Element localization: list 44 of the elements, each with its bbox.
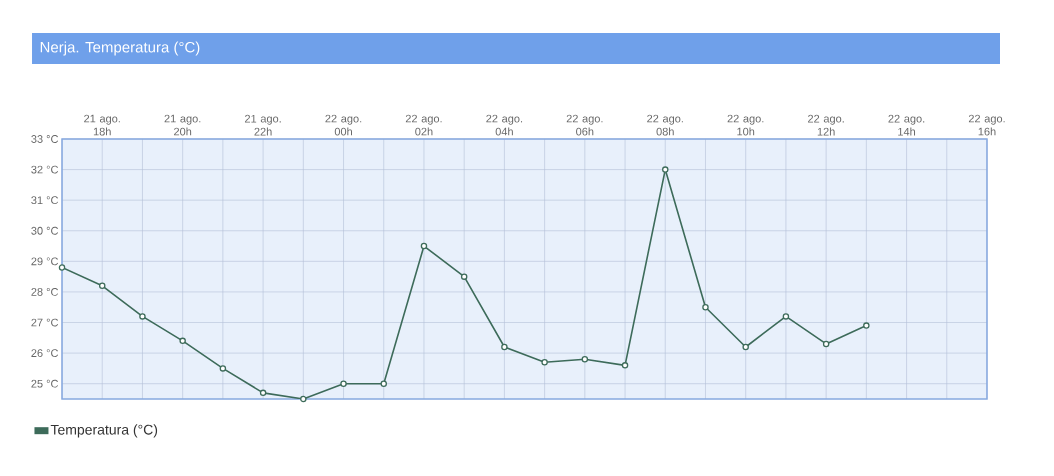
point [58, 264, 66, 271]
legend-label: Temperatura (°C) [50, 424, 158, 438]
point [702, 303, 709, 311]
y-tick-label: 25 °C [31, 379, 59, 388]
x-tick-label: 22 ago. 12h [808, 114, 844, 136]
point [179, 337, 186, 345]
y-tick-label: 27 °C [31, 318, 59, 327]
x-tick-label: 22 ago. 06h [566, 114, 603, 136]
point [662, 166, 669, 173]
x-tick-label: 21 ago. 18h [84, 114, 120, 136]
x-tick-label: 22 ago. 14h [888, 114, 925, 136]
point [98, 282, 106, 290]
x-tick-label: 22 ago. 16h [968, 114, 1005, 136]
y-tick-label: 30 °C [31, 226, 59, 235]
point [501, 343, 508, 351]
point [219, 365, 227, 372]
point [340, 380, 347, 387]
point [581, 355, 589, 363]
y-tick-label: 31 °C [31, 196, 59, 205]
y-tick-label: 29 °C [31, 257, 59, 266]
point [742, 343, 749, 351]
y-tick-label: 32 °C [31, 165, 59, 174]
x-tick-label: 21 ago. 22h [244, 114, 281, 136]
point [139, 313, 146, 320]
y-tick-label: 28 °C [31, 288, 59, 296]
point [300, 395, 307, 403]
point [621, 362, 629, 369]
x-tick-label: 21 ago. 20h [164, 114, 201, 136]
x-tick-label: 22 ago. 04h [486, 114, 523, 136]
x-tick-label: 22 ago. 08h [647, 114, 683, 136]
point [863, 322, 870, 329]
point [460, 273, 468, 280]
point [420, 242, 428, 250]
point [782, 313, 790, 320]
point [380, 380, 387, 387]
x-tick-label: 22 ago. 02h [405, 114, 442, 136]
x-tick-label: 22 ago. 10h [727, 114, 764, 136]
point [822, 340, 830, 348]
y-tick-label: 26 °C [31, 349, 59, 357]
chart-title: Nerja. Temperatura (°C) [40, 41, 200, 56]
point [541, 359, 548, 366]
y-tick-label: 33 °C [31, 135, 59, 143]
point [259, 389, 267, 397]
x-tick-label: 22 ago. 00h [325, 114, 362, 136]
